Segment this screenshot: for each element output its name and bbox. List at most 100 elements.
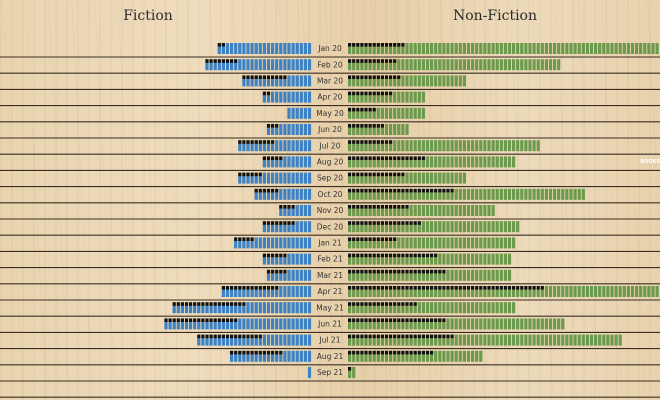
nonfiction-unit <box>376 62 380 71</box>
nonfiction-unit <box>585 334 589 346</box>
nonfiction-unit <box>389 94 393 103</box>
nonfiction-unit <box>466 334 471 346</box>
fiction-unit <box>279 124 283 135</box>
nonfiction-unit <box>405 124 409 135</box>
nonfiction-unit <box>507 318 512 330</box>
fiction-unit <box>303 43 307 54</box>
fiction-unit <box>275 353 279 362</box>
month-label: Apr 20 <box>318 93 343 102</box>
nonfiction-unit-highlight <box>421 156 425 160</box>
fiction-unit-highlight <box>221 334 225 339</box>
nonfiction-unit-highlight <box>356 188 360 193</box>
nonfiction-unit-highlight <box>368 253 372 258</box>
nonfiction-unit-highlight <box>348 302 352 306</box>
fiction-unit <box>303 172 307 184</box>
nonfiction-unit <box>364 224 368 233</box>
nonfiction-unit <box>561 43 565 54</box>
nonfiction-unit <box>528 334 532 346</box>
nonfiction-unit <box>401 46 405 54</box>
nonfiction-unit-highlight <box>372 253 376 258</box>
nonfiction-unit <box>393 289 397 297</box>
fiction-unit <box>291 224 295 233</box>
nonfiction-unit-highlight <box>442 269 446 274</box>
nonfiction-unit-highlight <box>364 302 368 306</box>
nonfiction-unit <box>364 240 368 249</box>
fiction-unit-highlight <box>250 140 254 144</box>
nonfiction-unit-highlight <box>528 286 532 290</box>
nonfiction-unit <box>352 353 356 362</box>
fiction-unit-highlight <box>242 286 246 290</box>
nonfiction-unit-highlight <box>352 253 356 258</box>
nonfiction-unit <box>409 91 413 103</box>
fiction-unit-highlight <box>221 59 225 63</box>
nonfiction-unit <box>655 43 659 54</box>
nonfiction-unit <box>507 289 512 297</box>
fiction-unit <box>234 240 238 249</box>
nonfiction-unit <box>389 305 393 314</box>
nonfiction-unit <box>413 91 417 103</box>
nonfiction-unit <box>479 253 483 265</box>
nonfiction-unit-highlight <box>393 75 397 79</box>
fiction-unit <box>271 318 275 330</box>
nonfiction-unit <box>364 337 368 346</box>
fiction-unit-highlight <box>242 350 246 355</box>
nonfiction-unit <box>421 256 425 265</box>
nonfiction-unit <box>524 59 528 71</box>
nonfiction-unit-highlight <box>380 286 384 290</box>
nonfiction-unit <box>409 140 413 152</box>
nonfiction-unit <box>425 272 430 281</box>
nonfiction-unit-highlight <box>376 156 380 160</box>
nonfiction-unit <box>364 62 368 71</box>
nonfiction-unit <box>471 43 475 54</box>
fiction-unit <box>271 127 275 135</box>
nonfiction-unit-highlight <box>376 75 380 79</box>
month-label: Sep 20 <box>317 174 343 183</box>
nonfiction-unit <box>450 289 454 297</box>
nonfiction-unit-highlight <box>384 334 389 339</box>
fiction-unit <box>291 253 295 265</box>
nonfiction-unit <box>487 140 491 152</box>
nonfiction-unit <box>348 321 352 330</box>
nonfiction-unit <box>643 286 647 297</box>
nonfiction-unit <box>364 272 368 281</box>
fiction-unit-highlight <box>266 350 271 355</box>
nonfiction-unit <box>446 302 450 314</box>
nonfiction-unit-highlight <box>364 318 368 322</box>
nonfiction-unit <box>364 78 368 87</box>
fiction-unit <box>307 350 312 362</box>
nonfiction-unit-highlight <box>380 59 384 63</box>
fiction-unit-highlight <box>246 75 250 79</box>
fiction-unit-highlight <box>250 286 254 290</box>
nonfiction-unit <box>413 43 417 54</box>
fiction-unit-highlight <box>266 221 271 225</box>
nonfiction-unit <box>397 159 401 168</box>
nonfiction-unit <box>532 318 536 330</box>
fiction-unit-highlight <box>209 334 213 339</box>
nonfiction-unit-highlight <box>376 124 380 128</box>
nonfiction-unit-highlight <box>364 334 368 339</box>
nonfiction-unit <box>389 124 393 135</box>
fiction-unit <box>283 318 287 330</box>
fiction-unit <box>254 59 258 71</box>
fiction-unit <box>217 305 221 314</box>
fiction-unit-highlight <box>258 172 262 177</box>
nonfiction-unit <box>397 337 401 346</box>
nonfiction-unit <box>581 43 585 54</box>
nonfiction-unit <box>434 350 438 362</box>
nonfiction-unit <box>532 59 536 71</box>
nonfiction-unit-highlight <box>405 350 409 355</box>
nonfiction-unit <box>532 188 536 200</box>
nonfiction-unit-highlight <box>360 334 364 339</box>
fiction-unit-highlight <box>213 59 217 63</box>
nonfiction-unit <box>577 188 581 200</box>
nonfiction-unit-highlight <box>372 269 376 274</box>
nonfiction-unit <box>475 350 479 362</box>
nonfiction-unit <box>557 318 561 330</box>
month-label: Feb 21 <box>317 255 342 264</box>
nonfiction-unit <box>471 289 475 297</box>
fiction-unit <box>291 107 295 119</box>
nonfiction-unit <box>397 46 401 54</box>
nonfiction-unit <box>434 205 438 216</box>
nonfiction-unit-highlight <box>421 286 425 290</box>
